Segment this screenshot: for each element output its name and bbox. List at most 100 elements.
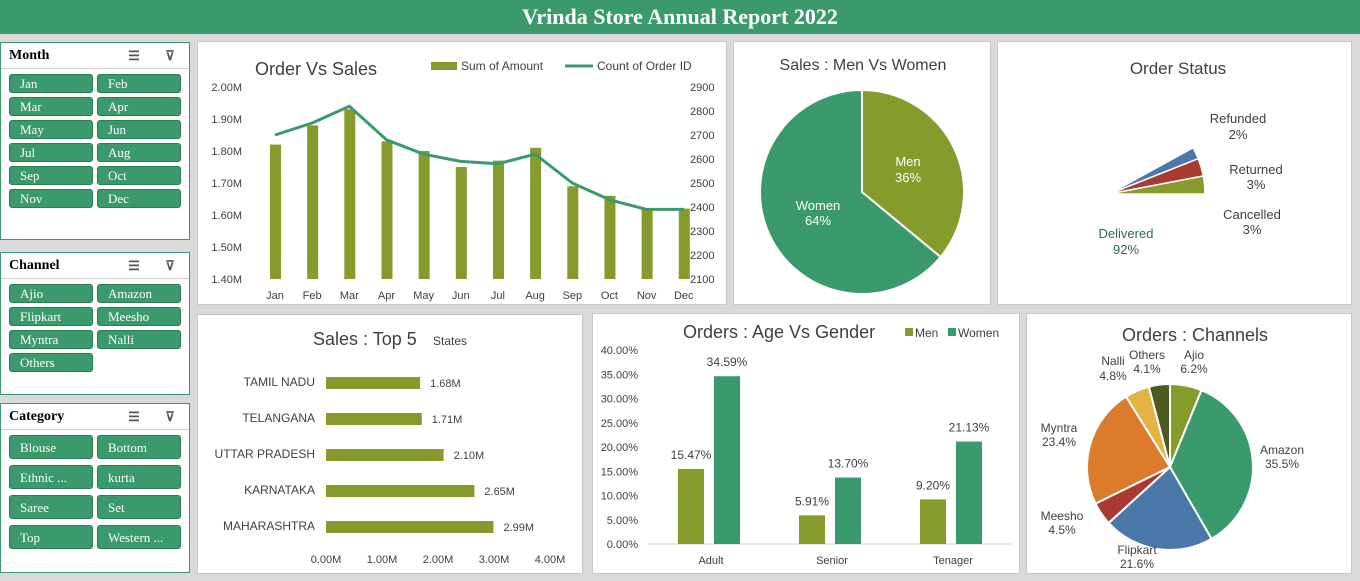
x-tick: Tenager [933, 555, 973, 567]
age-gender-panel: Orders : Age Vs Gender Men Women 0.00% 5.00%… [592, 313, 1020, 574]
bar-women [835, 477, 861, 544]
pie-label-flipkart: Flipkart [1117, 543, 1157, 557]
channel-slicer-title: Channel [9, 257, 60, 273]
data-label-men: 15.47% [671, 448, 712, 462]
month-chip-aug[interactable]: Aug [97, 143, 181, 162]
legend-swatch-amount [431, 62, 457, 70]
channel-chip-nalli[interactable]: Nalli [97, 330, 181, 349]
channel-slice-others [1147, 382, 1171, 468]
y-left-tick: 1.50M [211, 242, 242, 254]
chart-title: Orders : Channels [1122, 325, 1268, 345]
legend-label-women: Women [958, 326, 999, 340]
x-tick: Apr [378, 290, 395, 302]
gender-slice-men [861, 88, 965, 259]
month-chip-may[interactable]: May [9, 120, 93, 139]
y-tick: 30.00% [601, 394, 639, 406]
category-chip-bottom[interactable]: Bottom [97, 435, 181, 459]
y-right-tick: 2400 [690, 202, 714, 214]
bar-amount [344, 109, 356, 280]
y-right-tick: 2300 [690, 226, 714, 238]
multi-select-icon[interactable]: ☰ [128, 257, 140, 273]
month-chip-apr[interactable]: Apr [97, 97, 181, 116]
category-chip-saree[interactable]: Saree [9, 495, 93, 519]
chart-title: Sales : Top 5 [313, 329, 417, 349]
clear-filter-icon[interactable]: ⊽ [165, 257, 175, 273]
report-title: Vrinda Store Annual Report 2022 [0, 0, 1360, 34]
clear-filter-icon[interactable]: ⊽ [165, 47, 175, 63]
bar-men [799, 515, 825, 544]
channel-chip-myntra[interactable]: Myntra [9, 330, 93, 349]
category-slicer-title: Category [9, 408, 65, 424]
month-chip-feb[interactable]: Feb [97, 74, 181, 93]
multi-select-icon[interactable]: ☰ [128, 47, 140, 63]
y-tick: UTTAR PRADESH [215, 447, 315, 461]
x-tick: 0.00M [311, 554, 342, 566]
pie-label-amazon: Amazon [1260, 443, 1304, 457]
y-left-tick: 1.80M [211, 146, 242, 158]
month-chip-sep[interactable]: Sep [9, 166, 93, 185]
bar-state [326, 521, 494, 533]
x-tick: 2.00M [423, 554, 454, 566]
order-vs-sales-chart: Order Vs Sales Sum of Amount Count of Orde… [211, 59, 714, 302]
channel-chip-amazon[interactable]: Amazon [97, 284, 181, 303]
y-tick: 20.00% [601, 442, 639, 454]
top-states-chart: Sales : Top 5 States TAMIL NADU 1.68M TELANG… [215, 329, 566, 566]
category-chip-kurta[interactable]: kurta [97, 465, 181, 489]
data-label-women: 34.59% [707, 355, 748, 369]
x-tick: Sep [563, 290, 583, 302]
bar-amount [270, 144, 281, 279]
month-chip-jul[interactable]: Jul [9, 143, 93, 162]
legend-swatch-women [948, 328, 956, 336]
category-chip-set[interactable]: Set [97, 495, 181, 519]
pie-pct-flipkart: 21.6% [1120, 557, 1154, 571]
pie-label-cancelled: Cancelled [1223, 207, 1281, 222]
category-chip-ethnic[interactable]: Ethnic ... [9, 465, 93, 489]
pie-label-nalli: Nalli [1101, 354, 1124, 368]
channel-chip-ajio[interactable]: Ajio [9, 284, 93, 303]
sales-gender-panel: Sales : Men Vs Women Men 36% Women 64% [733, 41, 991, 305]
channel-chip-flipkart[interactable]: Flipkart [9, 307, 93, 326]
month-chip-nov[interactable]: Nov [9, 189, 93, 208]
multi-select-icon[interactable]: ☰ [128, 408, 140, 424]
pie-pct-returned: 3% [1247, 177, 1266, 192]
x-tick: Feb [303, 290, 322, 302]
channel-chip-meesho[interactable]: Meesho [97, 307, 181, 326]
month-chip-mar[interactable]: Mar [9, 97, 93, 116]
category-chip-top[interactable]: Top [9, 525, 93, 549]
data-label-women: 13.70% [828, 457, 869, 471]
legend-swatch-men [905, 328, 913, 336]
channel-slice-myntra [1086, 395, 1172, 505]
pie-pct-nalli: 4.8% [1099, 369, 1127, 383]
channel-slicer: Channel ☰ ⊽ Ajio Amazon Flipkart Meesho Mynt… [0, 252, 190, 395]
bar-amount [455, 167, 467, 279]
pie-label-delivered: Delivered [1099, 226, 1154, 241]
y-right-tick: 2800 [690, 106, 714, 118]
category-chip-blouse[interactable]: Blouse [9, 435, 93, 459]
pie-pct-delivered: 92% [1113, 242, 1139, 257]
clear-filter-icon[interactable]: ⊽ [165, 408, 175, 424]
chart-title: Orders : Age Vs Gender [683, 322, 875, 342]
y-tick: 5.00% [607, 515, 638, 527]
x-tick: Adult [698, 555, 723, 567]
y-tick: MAHARASHTRA [223, 519, 315, 533]
y-tick: 0.00% [607, 539, 638, 551]
month-slicer: Month ☰ ⊽ Jan Feb Mar Apr May Jun Jul Aug Sep Oct… [0, 42, 190, 240]
y-tick: 15.00% [601, 466, 639, 478]
category-chip-western[interactable]: Western ... [97, 525, 181, 549]
month-chip-jun[interactable]: Jun [97, 120, 181, 139]
order-vs-sales-panel: Order Vs Sales Sum of Amount Count of Orde… [197, 41, 727, 305]
month-chip-jan[interactable]: Jan [9, 74, 93, 93]
month-chip-dec[interactable]: Dec [97, 189, 181, 208]
channel-slice-flipkart [1107, 465, 1213, 551]
channel-chip-others[interactable]: Others [9, 353, 93, 372]
y-right-tick: 2200 [690, 250, 714, 262]
data-label: 2.65M [484, 486, 515, 498]
x-tick: Jul [491, 290, 505, 302]
month-chip-oct[interactable]: Oct [97, 166, 181, 185]
y-left-tick: 1.60M [211, 210, 242, 222]
pie-pct-women: 64% [805, 213, 831, 228]
x-tick: Oct [601, 290, 618, 302]
y-right-tick: 2700 [690, 130, 714, 142]
bar-state [326, 449, 444, 461]
